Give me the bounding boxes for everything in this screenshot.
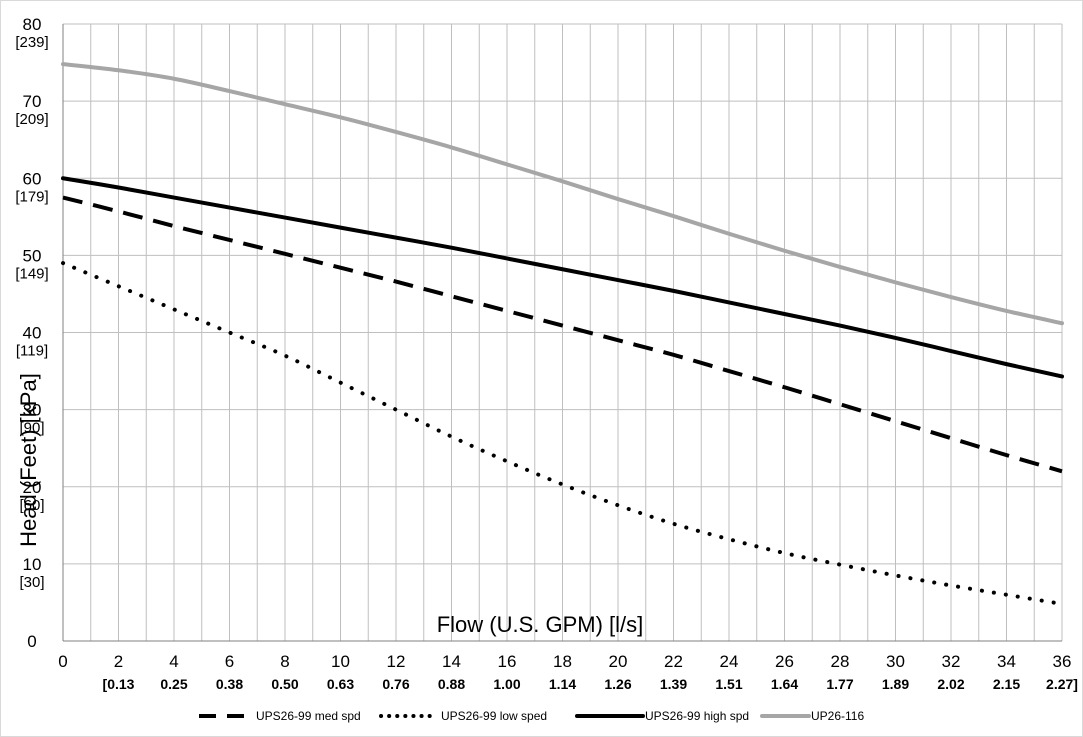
y-tick-label-secondary: [209] (15, 111, 48, 128)
x-tick-label-secondary: 1.26 (604, 676, 631, 692)
y-tick-label: 40 (23, 324, 42, 343)
x-axis-title: Flow (U.S. GPM) [l/s] (437, 612, 644, 637)
x-tick-label-secondary: 0.38 (216, 676, 243, 692)
series-lines (61, 62, 1064, 606)
series-line-4 (61, 62, 1064, 326)
x-tick-label: 2 (114, 652, 123, 671)
y-tick-label: 10 (23, 555, 42, 574)
x-tick-label-secondary: 1.64 (771, 676, 798, 692)
y-tick-label: 70 (23, 92, 42, 111)
x-tick-label-secondary: 1.00 (493, 676, 520, 692)
x-tick-label: 24 (720, 652, 739, 671)
y-tick-label: 60 (23, 169, 42, 188)
legend-label-4: UP26-116 (811, 709, 864, 723)
x-tick-label: 34 (997, 652, 1016, 671)
x-tick-label: 14 (442, 652, 461, 671)
legend-label-3: UPS26-99 high spd (645, 709, 749, 723)
x-tick-label: 36 (1053, 652, 1072, 671)
x-tick-label: 12 (387, 652, 406, 671)
y-tick-label: 80 (23, 15, 42, 34)
x-tick-label: 28 (831, 652, 850, 671)
x-tick-label: 22 (664, 652, 683, 671)
y-tick-label-secondary: [119] (16, 343, 48, 360)
y-tick-label: 50 (23, 246, 42, 265)
y-tick-label-secondary: [239] (15, 34, 48, 51)
x-tick-label: 16 (498, 652, 517, 671)
x-tick-label-secondary: 1.39 (660, 676, 687, 692)
y-tick-label: 0 (27, 632, 36, 651)
y-tick-label-secondary: [179] (15, 188, 48, 205)
x-tick-label-secondary: [0.13 (103, 676, 135, 692)
y-tick-label-secondary: [30] (19, 574, 44, 591)
y-tick-label-secondary: [60] (19, 497, 44, 514)
x-tick-label-secondary: 0.63 (327, 676, 354, 692)
x-tick-label-secondary: 2.02 (937, 676, 964, 692)
x-tick-label-secondary: 0.76 (382, 676, 409, 692)
y-tick-label-secondary: [149] (15, 265, 48, 282)
legend: UPS26-99 med spd UPS26-99 low sped UPS26-9… (199, 709, 864, 723)
x-tick-label-secondary: 0.25 (160, 676, 187, 692)
x-tick-label: 10 (331, 652, 350, 671)
x-tick-label-secondary: 1.89 (882, 676, 909, 692)
x-tick-label: 8 (280, 652, 289, 671)
grid (62, 23, 1063, 642)
x-tick-label: 32 (942, 652, 961, 671)
y-tick-labels: 0 10[30] 20[60] 30[90] 40[119] 50[149] 60[179]… (15, 15, 48, 651)
x-tick-label-secondary: 1.51 (715, 676, 742, 692)
x-tick-label: 30 (886, 652, 905, 671)
y-tick-label: 30 (23, 401, 42, 420)
x-tick-label-secondary: 1.14 (549, 676, 576, 692)
y-tick-label-secondary: [90] (19, 420, 44, 437)
legend-label-1: UPS26-99 med spd (256, 709, 361, 723)
x-tick-label: 6 (225, 652, 234, 671)
legend-label-2: UPS26-99 low sped (441, 709, 547, 723)
x-tick-label: 0 (58, 652, 67, 671)
x-tick-label: 20 (609, 652, 628, 671)
x-tick-label: 18 (553, 652, 572, 671)
x-tick-label: 4 (169, 652, 178, 671)
series-line-2 (61, 261, 1064, 606)
series-line-3 (61, 176, 1064, 379)
x-tick-label-secondary: 0.88 (438, 676, 465, 692)
y-tick-label: 20 (23, 478, 42, 497)
x-tick-label-secondary: 0.50 (271, 676, 298, 692)
x-tick-label-secondary: 2.15 (993, 676, 1020, 692)
y-axis-title: Head (Feet) [kPa] (16, 373, 41, 547)
x-tick-label-secondary: 2.27] (1046, 676, 1078, 692)
axes (62, 24, 1062, 642)
x-tick-label-secondary: 1.77 (826, 676, 853, 692)
x-tick-label: 26 (775, 652, 794, 671)
x-tick-labels: 0 2 4 6 8 10 12 14 16 18 20 22 24 26 28 30 32 34 36[0.13 0.… (58, 652, 1078, 692)
series-line-1 (62, 195, 1063, 474)
